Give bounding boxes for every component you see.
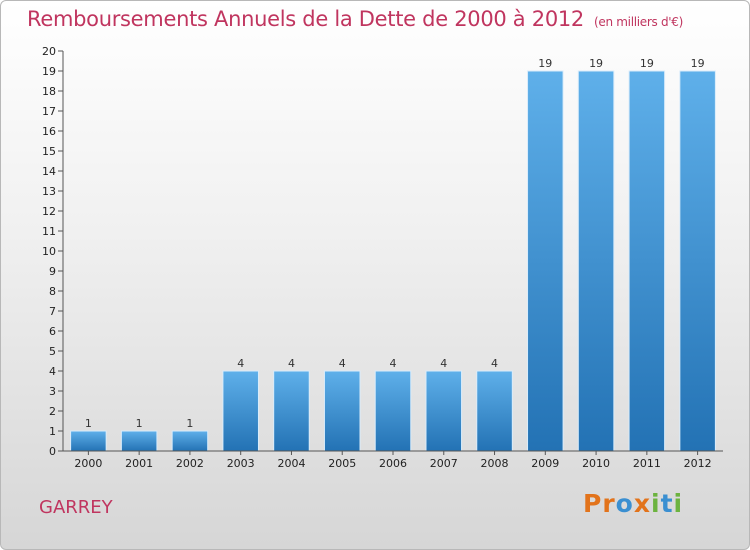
place-name: GARREY [39,497,113,518]
x-tick-label: 2003 [227,457,255,470]
bars: 1 1 1 4 4 4 4 4 4 19 19 19 19 [70,57,716,452]
x-tick-label: 2004 [277,457,305,470]
y-tick-label: 5 [49,345,56,358]
y-tick-label: 1 [49,425,56,438]
chart-title: Remboursements Annuels de la Dette de 20… [27,7,683,31]
bar [476,370,513,452]
y-tick-label: 9 [49,265,56,278]
bar-value-label: 19 [538,57,552,70]
logo-letter: r [602,489,616,518]
x-tick-label: 2005 [328,457,356,470]
x-tick-label: 2011 [633,457,661,470]
bar-value-label: 4 [440,357,447,370]
logo-letter: P [583,489,603,518]
x-tick-label: 2010 [582,457,610,470]
proxiti-logo: Proxiti [583,489,683,518]
bar [577,70,615,452]
x-axis: 2000 2001 2002 2003 2004 2005 2006 2007 2008 2009… [63,450,723,470]
bar-value-label: 4 [288,357,295,370]
logo-letter: i [651,489,661,518]
x-tick-label: 2008 [481,457,509,470]
bar-value-label: 1 [85,417,92,430]
y-tick-label: 19 [42,65,56,78]
logo-letter: t [660,489,674,518]
bar-value-label: 4 [237,357,244,370]
y-tick-label: 4 [49,365,56,378]
x-tick-label: 2009 [531,457,559,470]
bar-value-label: 4 [390,357,397,370]
logo-letter: i [673,489,684,518]
y-tick-label: 3 [49,385,56,398]
logo-letter: x [633,489,651,518]
bar [374,370,412,452]
bar [222,370,259,452]
y-tick-label: 2 [49,405,56,418]
x-tick-label: 2000 [74,457,102,470]
y-tick-label: 13 [42,185,56,198]
bar [527,70,564,452]
y-tick-label: 14 [42,165,56,178]
bar [120,430,158,452]
bar [628,70,666,452]
y-tick-label: 0 [49,445,56,458]
x-tick-label: 2007 [430,457,458,470]
bar [171,430,209,452]
y-tick-label: 15 [42,145,56,158]
bar [425,370,463,452]
y-tick-label: 10 [42,245,56,258]
bar-value-label: 1 [136,417,143,430]
logo-letter: o [615,489,634,518]
bar-value-label: 4 [491,357,498,370]
y-tick-label: 20 [42,45,56,58]
y-tick-label: 6 [49,325,56,338]
y-tick-label: 16 [42,125,56,138]
y-tick-label: 8 [49,285,56,298]
bar-value-label: 4 [339,357,346,370]
chart-subtitle: (en milliers d'€) [594,15,684,29]
y-tick-label: 18 [42,85,56,98]
bar [273,370,310,452]
x-tick-label: 2012 [684,457,712,470]
y-tick-label: 11 [42,225,56,238]
x-tick-label: 2002 [176,457,204,470]
bar-value-label: 19 [640,57,654,70]
x-tick-label: 2006 [379,457,407,470]
bar [679,70,716,452]
chart-title-text: Remboursements Annuels de la Dette de 20… [27,7,584,31]
x-tick-label: 2001 [125,457,153,470]
y-tick-label: 7 [49,305,56,318]
y-tick-label: 12 [42,205,56,218]
bar-value-label: 19 [691,57,705,70]
bar-value-label: 1 [186,417,193,430]
y-tick-label: 17 [42,105,56,118]
bar [70,430,107,452]
bar [323,370,361,452]
bar-value-label: 19 [589,57,603,70]
